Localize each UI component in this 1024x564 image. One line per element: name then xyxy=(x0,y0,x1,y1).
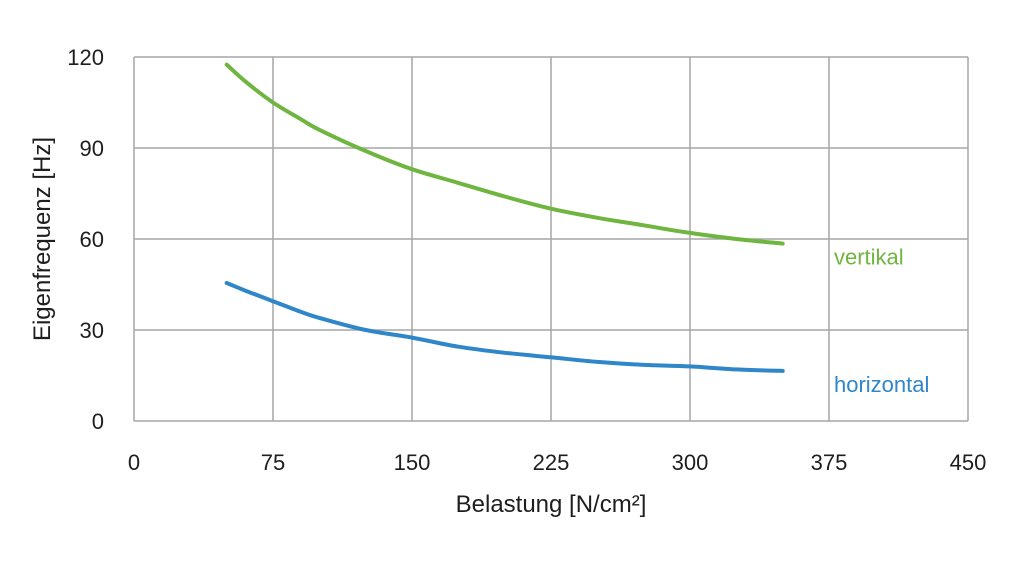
series-line-horizontal xyxy=(224,281,785,373)
x-tick-label: 375 xyxy=(811,450,848,475)
y-tick-label: 60 xyxy=(80,227,104,252)
y-tick-label: 90 xyxy=(80,136,104,161)
x-tick-label: 150 xyxy=(394,450,431,475)
x-tick-label: 225 xyxy=(533,450,570,475)
y-tick-label: 30 xyxy=(80,318,104,343)
y-tick-label: 0 xyxy=(92,409,104,434)
x-tick-label: 300 xyxy=(672,450,709,475)
series-lines xyxy=(224,62,785,373)
grid xyxy=(133,56,969,422)
x-axis-title: Belastung [N/cm²] xyxy=(456,491,647,518)
x-axis-ticks: 0 75 150 225 300 375 450 xyxy=(128,450,986,475)
x-tick-label: 450 xyxy=(950,450,987,475)
series-labels: vertikal horizontal xyxy=(834,245,929,397)
y-tick-label: 120 xyxy=(67,45,104,70)
y-axis-title: Eigenfrequenz [Hz] xyxy=(29,137,56,341)
x-tick-label: 75 xyxy=(261,450,285,475)
series-label-horizontal: horizontal xyxy=(834,372,929,397)
series-label-vertikal: vertikal xyxy=(834,245,904,270)
series-line-vertikal xyxy=(224,62,785,246)
y-axis-ticks: 0 30 60 90 120 xyxy=(67,45,104,434)
x-tick-label: 0 xyxy=(128,450,140,475)
